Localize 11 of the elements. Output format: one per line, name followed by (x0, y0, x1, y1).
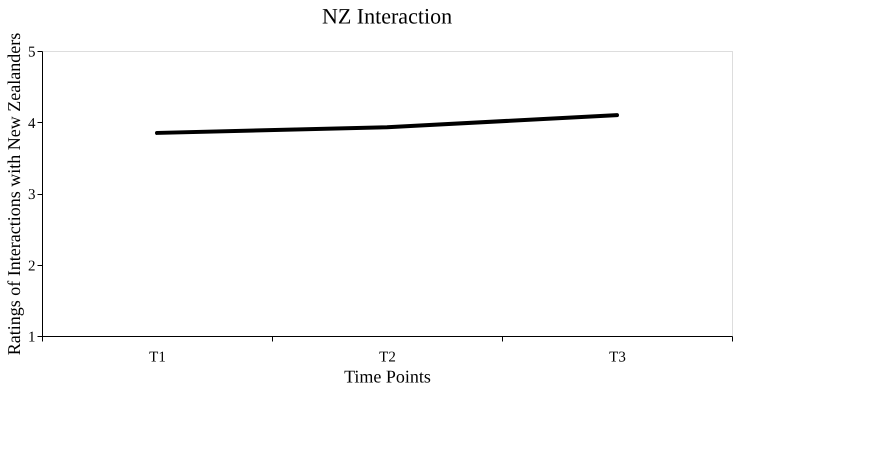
y-axis-title: Ratings of Interactions with New Zealanders (4, 32, 24, 356)
y-tick-label: 4 (28, 116, 36, 132)
y-tick-label: 5 (28, 44, 36, 60)
x-tick-label: T3 (609, 350, 626, 366)
y-tick-label: 1 (28, 330, 36, 346)
y-tick-label: 2 (28, 258, 36, 274)
chart-title: NZ Interaction (322, 3, 452, 28)
x-tick-label: T2 (379, 350, 396, 366)
x-axis-title: Time Points (344, 366, 431, 386)
y-tick-label: 3 (28, 187, 36, 203)
x-tick-label: T1 (149, 350, 166, 366)
